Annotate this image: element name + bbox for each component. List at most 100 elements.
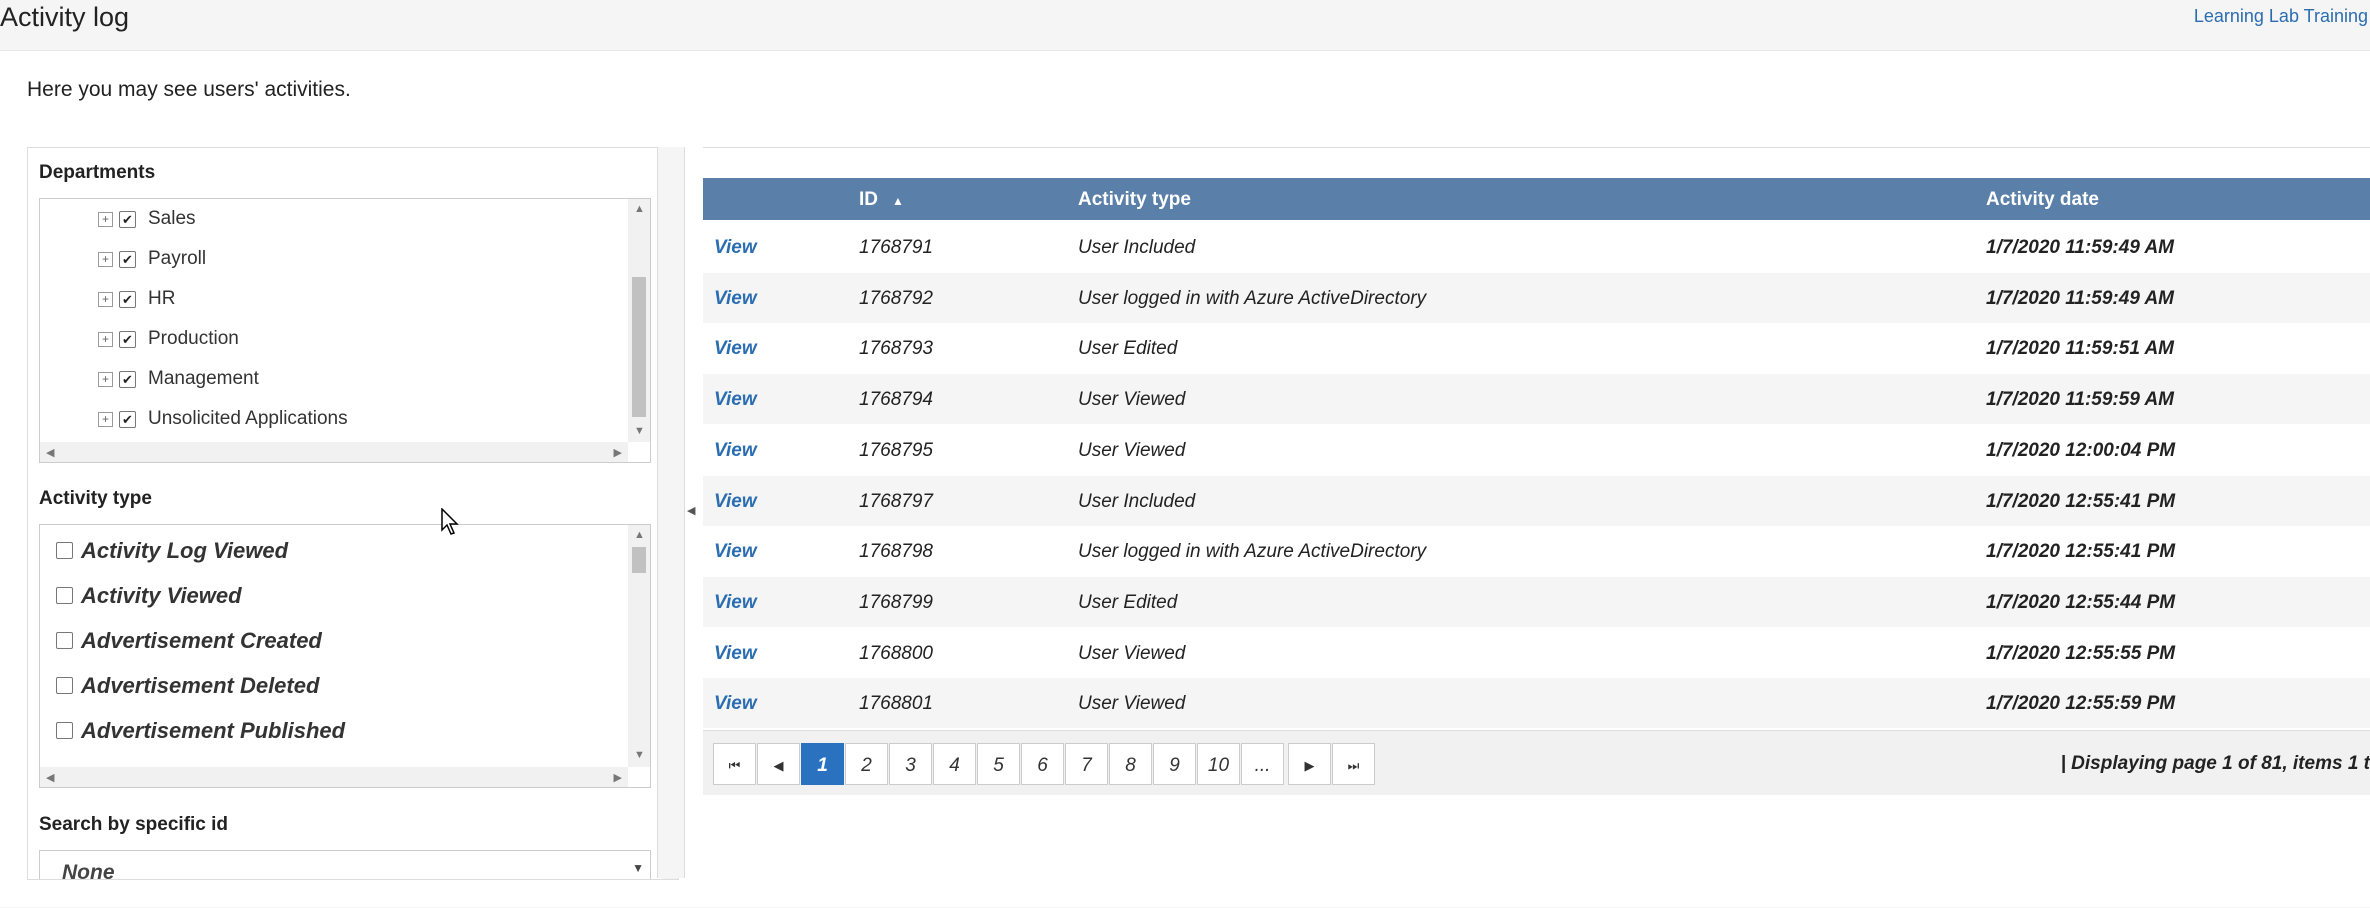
scroll-up-arrow[interactable]: ▲: [634, 529, 645, 541]
cell-activity-date: 1/7/2020 11:59:51 AM: [1986, 338, 2175, 360]
activity-type-item[interactable]: Activity Viewed: [56, 573, 242, 618]
cell-activity-date: 1/7/2020 12:55:55 PM: [1986, 642, 2176, 664]
tenant-link[interactable]: Learning Lab Training: [2193, 6, 2368, 26]
checkbox[interactable]: ✔: [119, 210, 136, 228]
checkbox[interactable]: ✔: [119, 290, 136, 308]
department-item[interactable]: + ✔ Production: [98, 319, 239, 359]
department-label: Production: [148, 328, 239, 349]
page-button[interactable]: 3: [889, 743, 932, 785]
activity-type-label: Activity Viewed: [81, 582, 242, 608]
page-button[interactable]: ...: [1241, 743, 1284, 785]
grid-header: ID ▲ Activity type Activity date: [703, 178, 2370, 220]
checkbox[interactable]: ✔: [119, 330, 136, 348]
page-button[interactable]: 7: [1065, 743, 1108, 785]
scroll-right-arrow[interactable]: ▶: [613, 772, 622, 784]
checkbox[interactable]: ✔: [119, 370, 136, 388]
expand-icon[interactable]: +: [98, 331, 113, 347]
column-header-activity-date[interactable]: Activity date: [1986, 189, 2099, 210]
column-header-id[interactable]: ID ▲: [859, 189, 904, 210]
department-item[interactable]: + ✔ Sales: [98, 199, 196, 239]
activity-type-item[interactable]: Advertisement Published: [56, 708, 345, 753]
department-item[interactable]: + ✔ Unsolicited Applications: [98, 399, 348, 439]
scroll-thumb[interactable]: [632, 277, 646, 417]
checkbox[interactable]: [56, 542, 73, 559]
panel-splitter[interactable]: ◀: [657, 147, 695, 878]
department-item[interactable]: + ✔ Payroll: [98, 239, 206, 279]
table-row: View 1768797 User Included 1/7/2020 12:55:4…: [703, 475, 2370, 526]
filter-panel: Departments + ✔ Sales + ✔ Payroll + ✔ HR + ✔ Produc…: [27, 147, 679, 880]
scroll-down-arrow[interactable]: ▼: [634, 425, 645, 437]
activity-type-label: Advertisement Published: [81, 717, 346, 743]
search-id-value: None: [62, 861, 115, 880]
cell-activity-type: User Viewed: [1078, 693, 1186, 715]
page-button[interactable]: 8: [1109, 743, 1152, 785]
page-button[interactable]: 9: [1153, 743, 1196, 785]
next-page-button[interactable]: ▶: [1288, 743, 1331, 785]
page-title: Activity log: [0, 2, 130, 32]
search-id-select[interactable]: None ▼: [39, 850, 651, 880]
checkbox[interactable]: ✔: [119, 250, 136, 268]
expand-icon[interactable]: +: [98, 211, 113, 227]
department-item[interactable]: + ✔ HR: [98, 279, 175, 319]
cell-activity-date: 1/7/2020 12:55:44 PM: [1986, 591, 2176, 613]
view-link[interactable]: View: [714, 237, 757, 258]
prev-page-button[interactable]: ◀: [757, 743, 800, 785]
scroll-right-arrow[interactable]: ▶: [613, 447, 622, 459]
page-button[interactable]: 6: [1021, 743, 1064, 785]
activity-hscrollbar[interactable]: ◀ ▶: [40, 767, 628, 787]
view-link[interactable]: View: [714, 591, 757, 613]
page-button[interactable]: 10: [1197, 743, 1240, 785]
scroll-down-arrow[interactable]: ▼: [634, 749, 645, 761]
table-row: View 1768791 User Included 1/7/2020 11:59:4…: [703, 222, 2370, 272]
department-item[interactable]: + ✔ Management: [98, 359, 259, 399]
cell-id: 1768801: [859, 693, 933, 715]
scroll-left-arrow[interactable]: ◀: [46, 447, 55, 459]
activity-vscrollbar[interactable]: ▲ ▼: [628, 525, 650, 767]
cell-activity-type: User logged in with Azure ActiveDirector…: [1078, 287, 1427, 309]
checkbox[interactable]: [56, 677, 73, 694]
cell-activity-date: 1/7/2020 11:59:59 AM: [1986, 389, 2175, 411]
scroll-left-arrow[interactable]: ◀: [46, 772, 55, 784]
view-link[interactable]: View: [714, 338, 757, 360]
cell-activity-type: User Included: [1078, 237, 1196, 258]
view-link[interactable]: View: [714, 642, 757, 664]
activity-type-item[interactable]: Activity Log Viewed: [56, 528, 288, 573]
page-button[interactable]: 2: [845, 743, 888, 785]
cell-id: 1768797: [859, 490, 933, 512]
activity-type-label: Advertisement Deleted: [81, 672, 320, 698]
scroll-thumb[interactable]: [632, 547, 646, 573]
expand-icon[interactable]: +: [98, 251, 113, 267]
page-button[interactable]: 1: [801, 743, 844, 785]
cell-activity-date: 1/7/2020 12:00:04 PM: [1986, 439, 2176, 461]
checkbox[interactable]: [56, 722, 73, 739]
cell-id: 1768800: [859, 642, 933, 664]
collapse-left-icon[interactable]: ◀: [687, 505, 696, 517]
table-row: View 1768799 User Edited 1/7/2020 12:55:44 …: [703, 576, 2370, 627]
dropdown-caret-icon: ▼: [632, 861, 644, 875]
checkbox[interactable]: [56, 632, 73, 649]
expand-icon[interactable]: +: [98, 411, 113, 427]
expand-icon[interactable]: +: [98, 371, 113, 387]
activity-type-item[interactable]: Advertisement Deleted: [56, 663, 319, 708]
view-link[interactable]: View: [714, 389, 757, 411]
column-header-activity-type[interactable]: Activity type: [1078, 189, 1191, 210]
view-link[interactable]: View: [714, 439, 757, 461]
view-link[interactable]: View: [714, 541, 757, 563]
table-row: View 1768794 User Viewed 1/7/2020 11:59:59 …: [703, 374, 2370, 425]
first-page-button[interactable]: ⏮: [713, 743, 756, 785]
page-button[interactable]: 5: [977, 743, 1020, 785]
activity-type-label: Activity Log Viewed: [81, 537, 289, 563]
cell-activity-date: 1/7/2020 11:59:49 AM: [1986, 287, 2175, 309]
view-link[interactable]: View: [714, 693, 757, 715]
scroll-up-arrow[interactable]: ▲: [634, 203, 645, 215]
page-button[interactable]: 4: [933, 743, 976, 785]
departments-vscrollbar[interactable]: ▲ ▼: [628, 199, 650, 442]
checkbox[interactable]: ✔: [119, 410, 136, 428]
last-page-button[interactable]: ⏭: [1332, 743, 1375, 785]
expand-icon[interactable]: +: [98, 291, 113, 307]
activity-type-item[interactable]: Advertisement Created: [56, 618, 322, 663]
departments-hscrollbar[interactable]: ◀ ▶: [40, 442, 628, 462]
view-link[interactable]: View: [714, 490, 757, 512]
checkbox[interactable]: [56, 587, 73, 604]
view-link[interactable]: View: [714, 287, 757, 309]
